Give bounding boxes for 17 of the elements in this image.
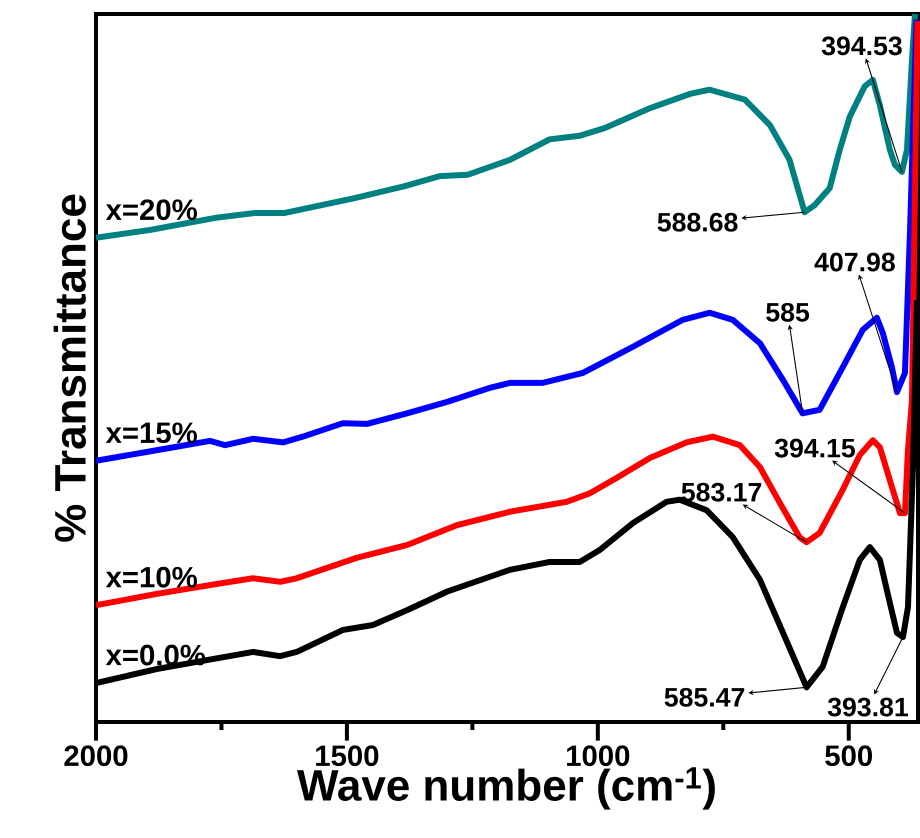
annotation: 407.98 bbox=[814, 252, 895, 272]
annotation: 394.15 bbox=[774, 438, 855, 458]
series-label: x=20% bbox=[106, 199, 197, 220]
x-tick-label: 500 bbox=[825, 745, 872, 766]
annotation: 394.53 bbox=[822, 36, 902, 56]
annotation: 585.47 bbox=[664, 688, 744, 707]
series-label: x=10% bbox=[106, 566, 197, 588]
annotation: 393.81 bbox=[828, 698, 908, 716]
x-axis-title: Wave number (cm$^{-1}$) bbox=[297, 767, 715, 810]
x-tick-label: 2000 bbox=[64, 745, 128, 766]
annotation: 588.68 bbox=[658, 212, 738, 232]
series-label: x=15% bbox=[106, 422, 197, 444]
y-axis-title: % Transmittance bbox=[54, 194, 86, 542]
x-tick-label: 1000 bbox=[567, 745, 630, 766]
annotation: 585 bbox=[766, 302, 810, 322]
annotation: 583.17 bbox=[682, 482, 762, 502]
x-tick-label: 1500 bbox=[316, 745, 378, 766]
